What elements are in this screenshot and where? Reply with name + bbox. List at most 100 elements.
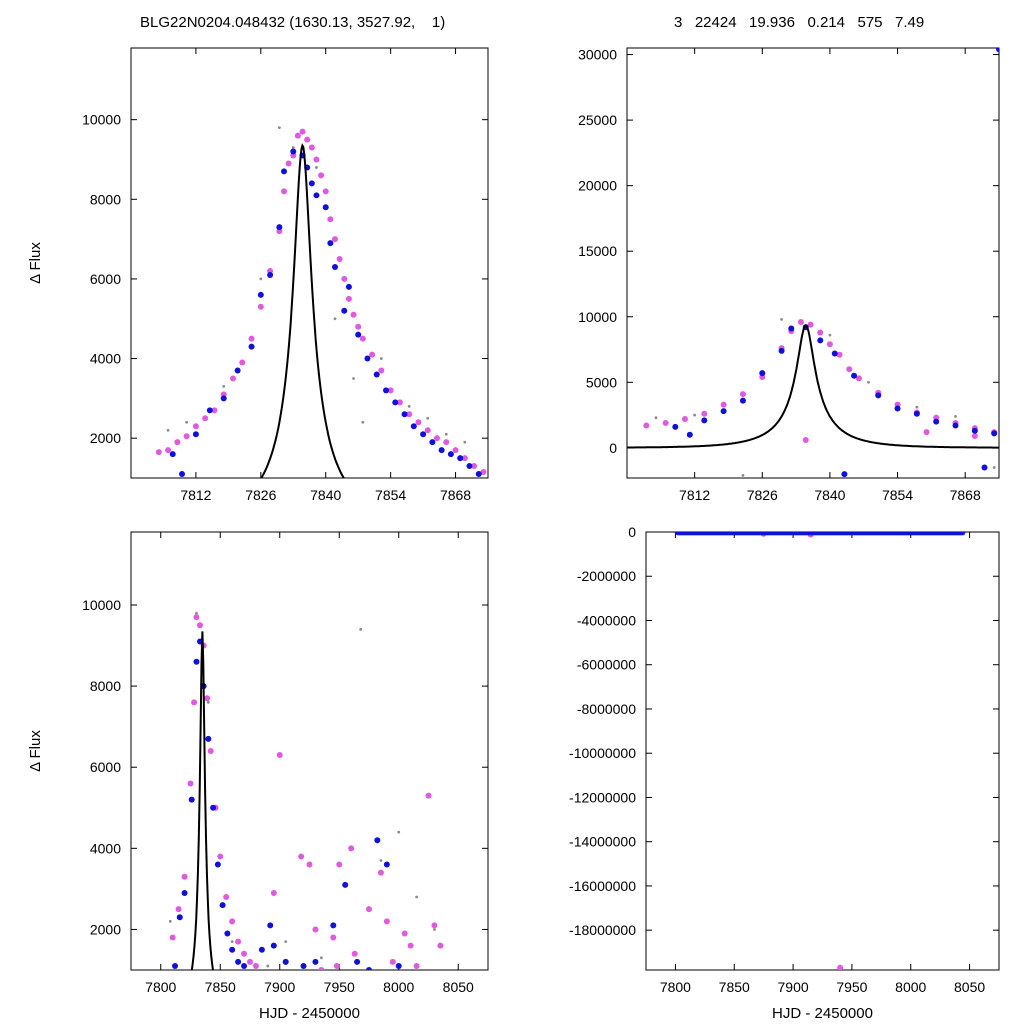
data-point-gray (654, 416, 658, 420)
plot-frame (626, 47, 1000, 479)
data-point-blue (392, 399, 399, 406)
data-point-gray (415, 895, 418, 899)
y-tick-label: 6000 (90, 271, 121, 287)
data-point-blue (248, 343, 255, 350)
x-tick-label: 7840 (814, 487, 845, 503)
data-point-blue (817, 337, 824, 344)
y-tick-label: -10000000 (569, 745, 636, 761)
data-point-blue (438, 447, 445, 454)
y-tick-label: 6000 (90, 759, 121, 775)
x-tick-label: 7950 (836, 979, 867, 995)
data-point-blue (267, 922, 274, 929)
x-tick-label: 8050 (443, 979, 474, 995)
x-tick-label: 7812 (679, 487, 710, 503)
data-point-magenta (471, 463, 478, 470)
data-point-blue (395, 962, 402, 969)
y-tick-label: -8000000 (577, 701, 636, 717)
data-point-magenta (169, 934, 176, 941)
x-tick-label: 8000 (383, 979, 414, 995)
data-point-gray (780, 317, 783, 321)
data-point-magenta (366, 906, 372, 913)
data-point-gray (352, 377, 355, 380)
data-point-gray (828, 333, 832, 337)
data-point-blue (330, 922, 337, 929)
data-point-magenta (396, 399, 403, 406)
data-point-magenta (298, 853, 305, 860)
data-point-blue (241, 962, 248, 969)
data-point-magenta (330, 934, 337, 941)
data-point-magenta (359, 335, 366, 342)
plot-frame (130, 531, 489, 971)
data-point-blue (300, 962, 307, 969)
data-point-magenta (348, 845, 355, 852)
data-point-blue (355, 331, 362, 338)
data-point-magenta (923, 429, 930, 436)
y-tick-label: 0 (628, 524, 636, 540)
data-point-magenta (247, 958, 253, 965)
data-point-magenta (281, 188, 287, 195)
data-point-blue (933, 418, 940, 425)
y-tick-label: 2000 (90, 921, 121, 937)
data-point-blue (342, 881, 349, 888)
data-point-gray (291, 146, 295, 149)
x-tick-label: 7854 (375, 487, 406, 503)
data-point-gray (741, 473, 745, 477)
data-point-blue (841, 471, 848, 478)
data-point-gray (222, 385, 226, 388)
data-point-blue (739, 397, 746, 404)
data-point-blue (229, 946, 236, 953)
data-point-blue (401, 411, 408, 418)
data-point-magenta (299, 128, 306, 135)
data-point-magenta (229, 918, 236, 925)
x-tick-label: 7850 (719, 979, 750, 995)
model-fit-curve (627, 324, 999, 449)
data-point-gray (444, 432, 448, 436)
data-point-blue (205, 735, 212, 742)
data-point-gray (333, 317, 337, 321)
data-point-magenta (252, 962, 259, 969)
data-point-blue (332, 263, 338, 270)
data-point-magenta (191, 699, 198, 706)
data-point-magenta (285, 160, 292, 167)
y-tick-label: 10000 (82, 112, 121, 128)
data-point-magenta (175, 906, 182, 913)
data-point-gray (359, 627, 363, 631)
data-point-blue (913, 410, 920, 417)
data-point-gray (433, 928, 436, 931)
data-point-blue (831, 350, 838, 357)
data-point-gray (915, 405, 919, 409)
data-point-magenta (837, 964, 844, 970)
x-tick-label: 7800 (660, 979, 691, 995)
y-axis-title: Δ Flux (27, 730, 44, 772)
data-point-gray (379, 357, 383, 360)
data-point-gray (315, 166, 318, 169)
data-point-blue (281, 168, 287, 175)
data-point-gray (693, 413, 697, 417)
data-point-blue (788, 325, 795, 332)
data-point-blue (220, 395, 227, 402)
x-tick-label: 8000 (895, 979, 926, 995)
data-point-blue (991, 430, 998, 437)
data-point-magenta (369, 351, 376, 358)
header-left-text: BLG22N0204.048432 (1630.13, 3527.92, 1) (140, 14, 446, 31)
data-point-blue (234, 367, 241, 374)
data-point-magenta (312, 926, 319, 933)
y-tick-label: 30000 (578, 47, 617, 63)
y-tick-label: 4000 (90, 351, 121, 367)
y-tick-label: 20000 (578, 178, 617, 194)
data-point-blue (996, 48, 999, 53)
data-point-magenta (739, 391, 746, 398)
y-axis-title: Δ Flux (27, 242, 44, 284)
data-point-blue (429, 439, 436, 446)
data-point-blue (345, 283, 352, 290)
data-point-magenta (174, 439, 181, 446)
data-point-blue (327, 240, 334, 247)
data-point-magenta (351, 950, 358, 957)
x-tick-label: 7800 (145, 979, 176, 995)
data-point-magenta (207, 748, 214, 754)
y-tick-label: 5000 (586, 374, 617, 390)
data-point-blue (179, 471, 185, 478)
data-point-blue (952, 422, 959, 429)
x-axis-title: HJD - 2450000 (259, 1005, 360, 1022)
data-point-magenta (836, 351, 843, 358)
